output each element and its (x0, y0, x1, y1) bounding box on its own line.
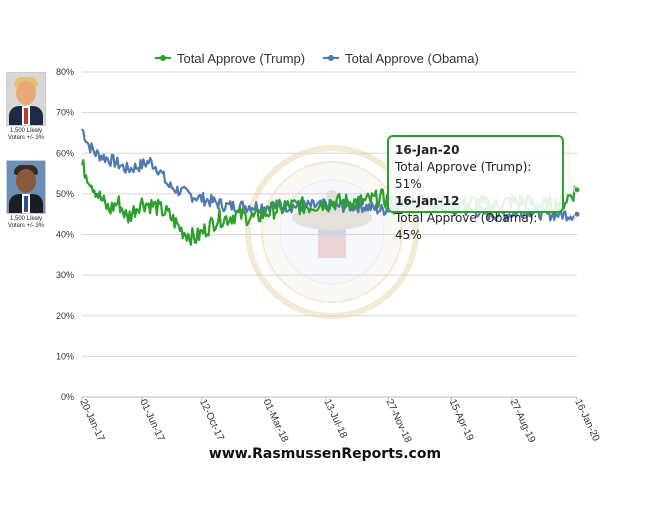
y-tick-label: 70% (56, 108, 74, 118)
y-tick-label: 0% (61, 392, 74, 402)
legend-swatch-trump (155, 55, 171, 61)
y-tick-label: 50% (56, 189, 74, 199)
hover-marker-trump (573, 186, 581, 194)
chart-legend: Total Approve (Trump) Total Approve (Oba… (155, 49, 479, 67)
x-tick-label: 16-Jan-20 (572, 398, 601, 444)
y-tick-label: 10% (56, 351, 74, 361)
tooltip-date-trump: 16-Jan-20 (395, 143, 460, 157)
data-tooltip: 16-Jan-20 Total Approve (Trump): 51% 16-… (387, 135, 564, 242)
x-tick-label: 15-Apr-19 (447, 398, 476, 443)
x-tick-label: 27-Nov-18 (384, 398, 414, 445)
x-tick-label: 12-Oct-17 (197, 398, 226, 443)
trump-photo (6, 72, 46, 126)
legend-label-obama: Total Approve (Obama) (345, 50, 479, 66)
legend-item-trump[interactable]: Total Approve (Trump) (155, 51, 305, 66)
hover-marker-obama (573, 210, 581, 218)
obama-portrait: 1,500 Likely Voters +/- 3% (4, 160, 48, 230)
y-tick-label: 30% (56, 270, 74, 280)
y-tick-label: 20% (56, 311, 74, 321)
obama-caption: 1,500 Likely Voters +/- 3% (7, 216, 45, 229)
y-tick-label: 40% (56, 230, 74, 240)
legend-swatch-obama (323, 55, 340, 61)
tooltip-date-obama: 16-Jan-12 (395, 194, 460, 208)
y-tick-labels: 0% 10% 20% 30% 40% 50% 60% 70% 80% (56, 67, 74, 402)
chart-grid (81, 71, 578, 401)
series-line-obama (81, 128, 577, 222)
tooltip-value-obama: Total Approve (Obama): 45% (395, 211, 538, 242)
y-tick-label: 60% (56, 148, 74, 158)
tooltip-value-trump: Total Approve (Trump): 51% (395, 160, 532, 191)
x-tick-labels: 20-Jan-17 01-Jun-17 12-Oct-17 01-Mar-18 13-J… (77, 398, 601, 445)
x-tick-label: 01-Jun-17 (137, 398, 166, 444)
y-tick-label: 80% (56, 67, 74, 77)
x-tick-label: 01-Mar-18 (261, 398, 291, 445)
legend-item-obama[interactable]: Total Approve (Obama) (323, 51, 479, 66)
x-tick-label: 27-Aug-19 (507, 398, 537, 445)
obama-photo (6, 160, 46, 214)
trump-caption: 1,500 Likely Voters +/- 3% (7, 128, 45, 141)
x-tick-label: 13-Jul-18 (321, 398, 349, 441)
x-tick-label: 20-Jan-17 (77, 398, 106, 444)
legend-label-trump: Total Approve (Trump) (177, 50, 306, 66)
footer-url[interactable]: www.RasmussenReports.com (208, 446, 442, 462)
trump-portrait: 1,500 Likely Voters +/- 3% (4, 72, 48, 142)
hover-markers (573, 186, 581, 218)
